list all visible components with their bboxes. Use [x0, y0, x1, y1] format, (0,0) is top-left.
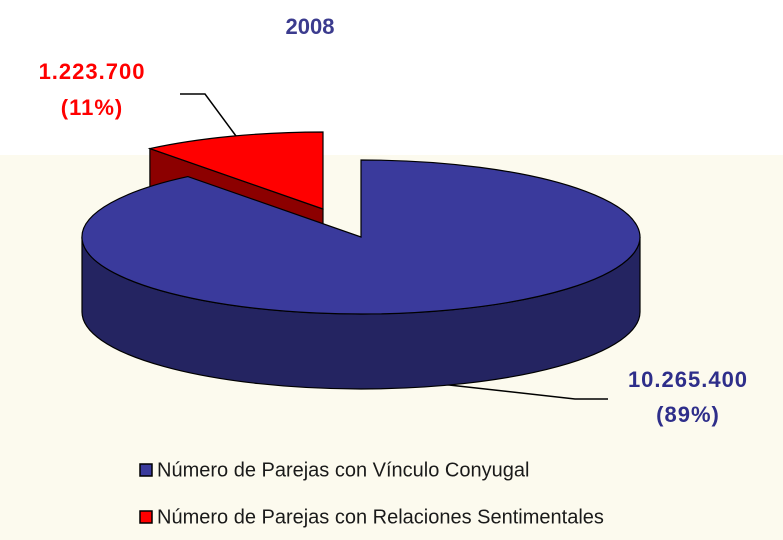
- leader-line: [439, 383, 608, 400]
- pie: [81, 131, 641, 390]
- legend-swatch: [139, 510, 153, 524]
- slice: [147, 131, 324, 210]
- legend: Número de Parejas con Vínculo Conyugal Nú…: [139, 459, 604, 528]
- data-label: 10.265.400: [628, 367, 748, 392]
- legend-label: Número de Parejas con Vínculo Conyugal: [157, 459, 529, 481]
- leader-line: [180, 93, 237, 137]
- chart-title: 2008: [286, 14, 335, 39]
- data-label: (89%): [656, 402, 720, 427]
- data-label: 1.223.700: [39, 59, 146, 84]
- slice: [81, 159, 641, 315]
- legend-swatch: [139, 463, 153, 477]
- data-label: (11%): [61, 95, 123, 120]
- legend-label: Número de Parejas con Relaciones Sentime…: [157, 506, 604, 528]
